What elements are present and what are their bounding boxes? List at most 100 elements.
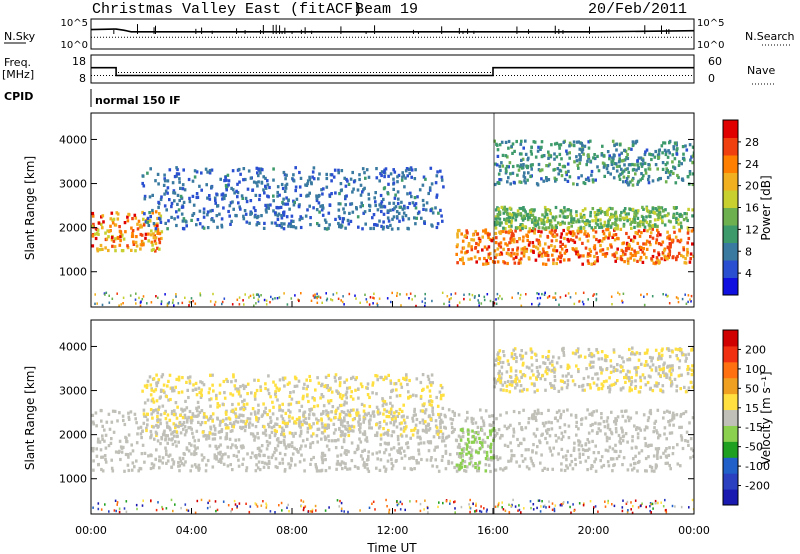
data-cell xyxy=(496,260,500,264)
data-cell xyxy=(410,175,413,179)
data-cell xyxy=(91,244,95,248)
data-cell xyxy=(417,442,421,446)
data-cell xyxy=(225,188,228,192)
data-cell xyxy=(165,421,169,425)
data-cell xyxy=(578,161,582,165)
data-cell xyxy=(142,412,146,416)
data-cell xyxy=(628,386,632,390)
data-cell xyxy=(553,152,556,156)
data-cell xyxy=(490,456,493,460)
data-cell xyxy=(120,450,124,454)
data-cell xyxy=(216,402,220,406)
data-cell xyxy=(168,373,172,377)
data-cell xyxy=(231,468,234,472)
data-cell xyxy=(642,216,645,220)
data-cell xyxy=(547,354,550,358)
data-cell xyxy=(225,436,229,440)
data-cell xyxy=(262,188,265,192)
data-cell xyxy=(589,214,592,218)
data-cell xyxy=(156,415,159,419)
scatter-cell xyxy=(321,301,323,304)
data-cell xyxy=(447,459,450,463)
scatter-cell xyxy=(573,302,576,306)
data-cell xyxy=(264,386,267,391)
data-cell xyxy=(382,377,385,382)
data-cell xyxy=(236,191,240,195)
data-cell xyxy=(641,373,645,377)
data-cell xyxy=(379,458,383,462)
data-cell xyxy=(389,208,392,212)
data-cell xyxy=(563,423,567,427)
data-cell xyxy=(544,208,548,212)
data-cell xyxy=(389,223,392,227)
data-cell xyxy=(215,214,219,218)
data-cell xyxy=(653,249,656,253)
data-cell xyxy=(548,434,552,438)
data-cell xyxy=(482,421,486,425)
data-cell xyxy=(544,262,548,266)
data-cell xyxy=(537,217,541,221)
data-cell xyxy=(648,167,652,171)
data-cell xyxy=(337,417,341,421)
data-cell xyxy=(534,155,538,159)
scatter-cell xyxy=(665,293,667,297)
data-cell xyxy=(297,400,301,404)
data-cell xyxy=(511,151,514,155)
data-cell xyxy=(373,223,376,227)
data-cell xyxy=(274,213,277,217)
data-cell xyxy=(594,421,597,425)
data-cell xyxy=(690,368,694,372)
data-cell xyxy=(341,424,345,428)
data-cell xyxy=(257,436,260,440)
data-cell xyxy=(507,176,510,180)
scatter-cell xyxy=(242,299,244,302)
data-cell xyxy=(668,141,671,145)
data-cell xyxy=(625,215,629,219)
data-cell xyxy=(283,189,287,193)
data-cell xyxy=(371,381,375,385)
data-cell xyxy=(623,207,627,211)
data-cell xyxy=(98,248,102,252)
data-cell xyxy=(605,419,609,423)
scatter-cell xyxy=(569,296,572,299)
data-cell xyxy=(386,209,390,213)
data-cell xyxy=(560,387,564,391)
data-cell xyxy=(516,209,520,213)
data-cell xyxy=(464,469,468,473)
data-cell xyxy=(141,174,145,178)
data-cell xyxy=(615,256,619,260)
data-cell xyxy=(654,163,658,167)
data-cell xyxy=(397,173,401,177)
data-cell xyxy=(346,421,349,425)
data-cell xyxy=(526,218,530,222)
data-cell xyxy=(652,430,655,434)
data-cell xyxy=(584,177,588,181)
data-cell xyxy=(590,226,594,230)
data-cell xyxy=(422,203,425,207)
data-cell xyxy=(140,243,144,247)
data-cell xyxy=(586,232,590,236)
data-cell xyxy=(394,205,398,209)
data-cell xyxy=(344,203,347,207)
data-cell xyxy=(669,242,672,246)
data-cell xyxy=(334,428,337,432)
data-cell xyxy=(574,463,577,467)
data-cell xyxy=(614,381,617,385)
data-cell xyxy=(412,413,416,418)
data-cell xyxy=(406,382,409,387)
data-cell xyxy=(429,440,432,444)
data-cell xyxy=(177,172,181,176)
data-cell xyxy=(389,381,393,385)
data-cell xyxy=(444,451,448,455)
data-cell xyxy=(137,426,140,430)
data-cell xyxy=(135,421,138,425)
data-cell xyxy=(541,421,545,425)
data-cell xyxy=(553,142,557,146)
nsearch-label: N.Search xyxy=(745,30,795,43)
data-cell xyxy=(667,453,671,457)
data-cell xyxy=(391,404,394,408)
data-cell xyxy=(158,212,161,216)
data-cell xyxy=(619,441,622,445)
data-cell xyxy=(559,260,562,264)
data-cell xyxy=(266,388,270,392)
